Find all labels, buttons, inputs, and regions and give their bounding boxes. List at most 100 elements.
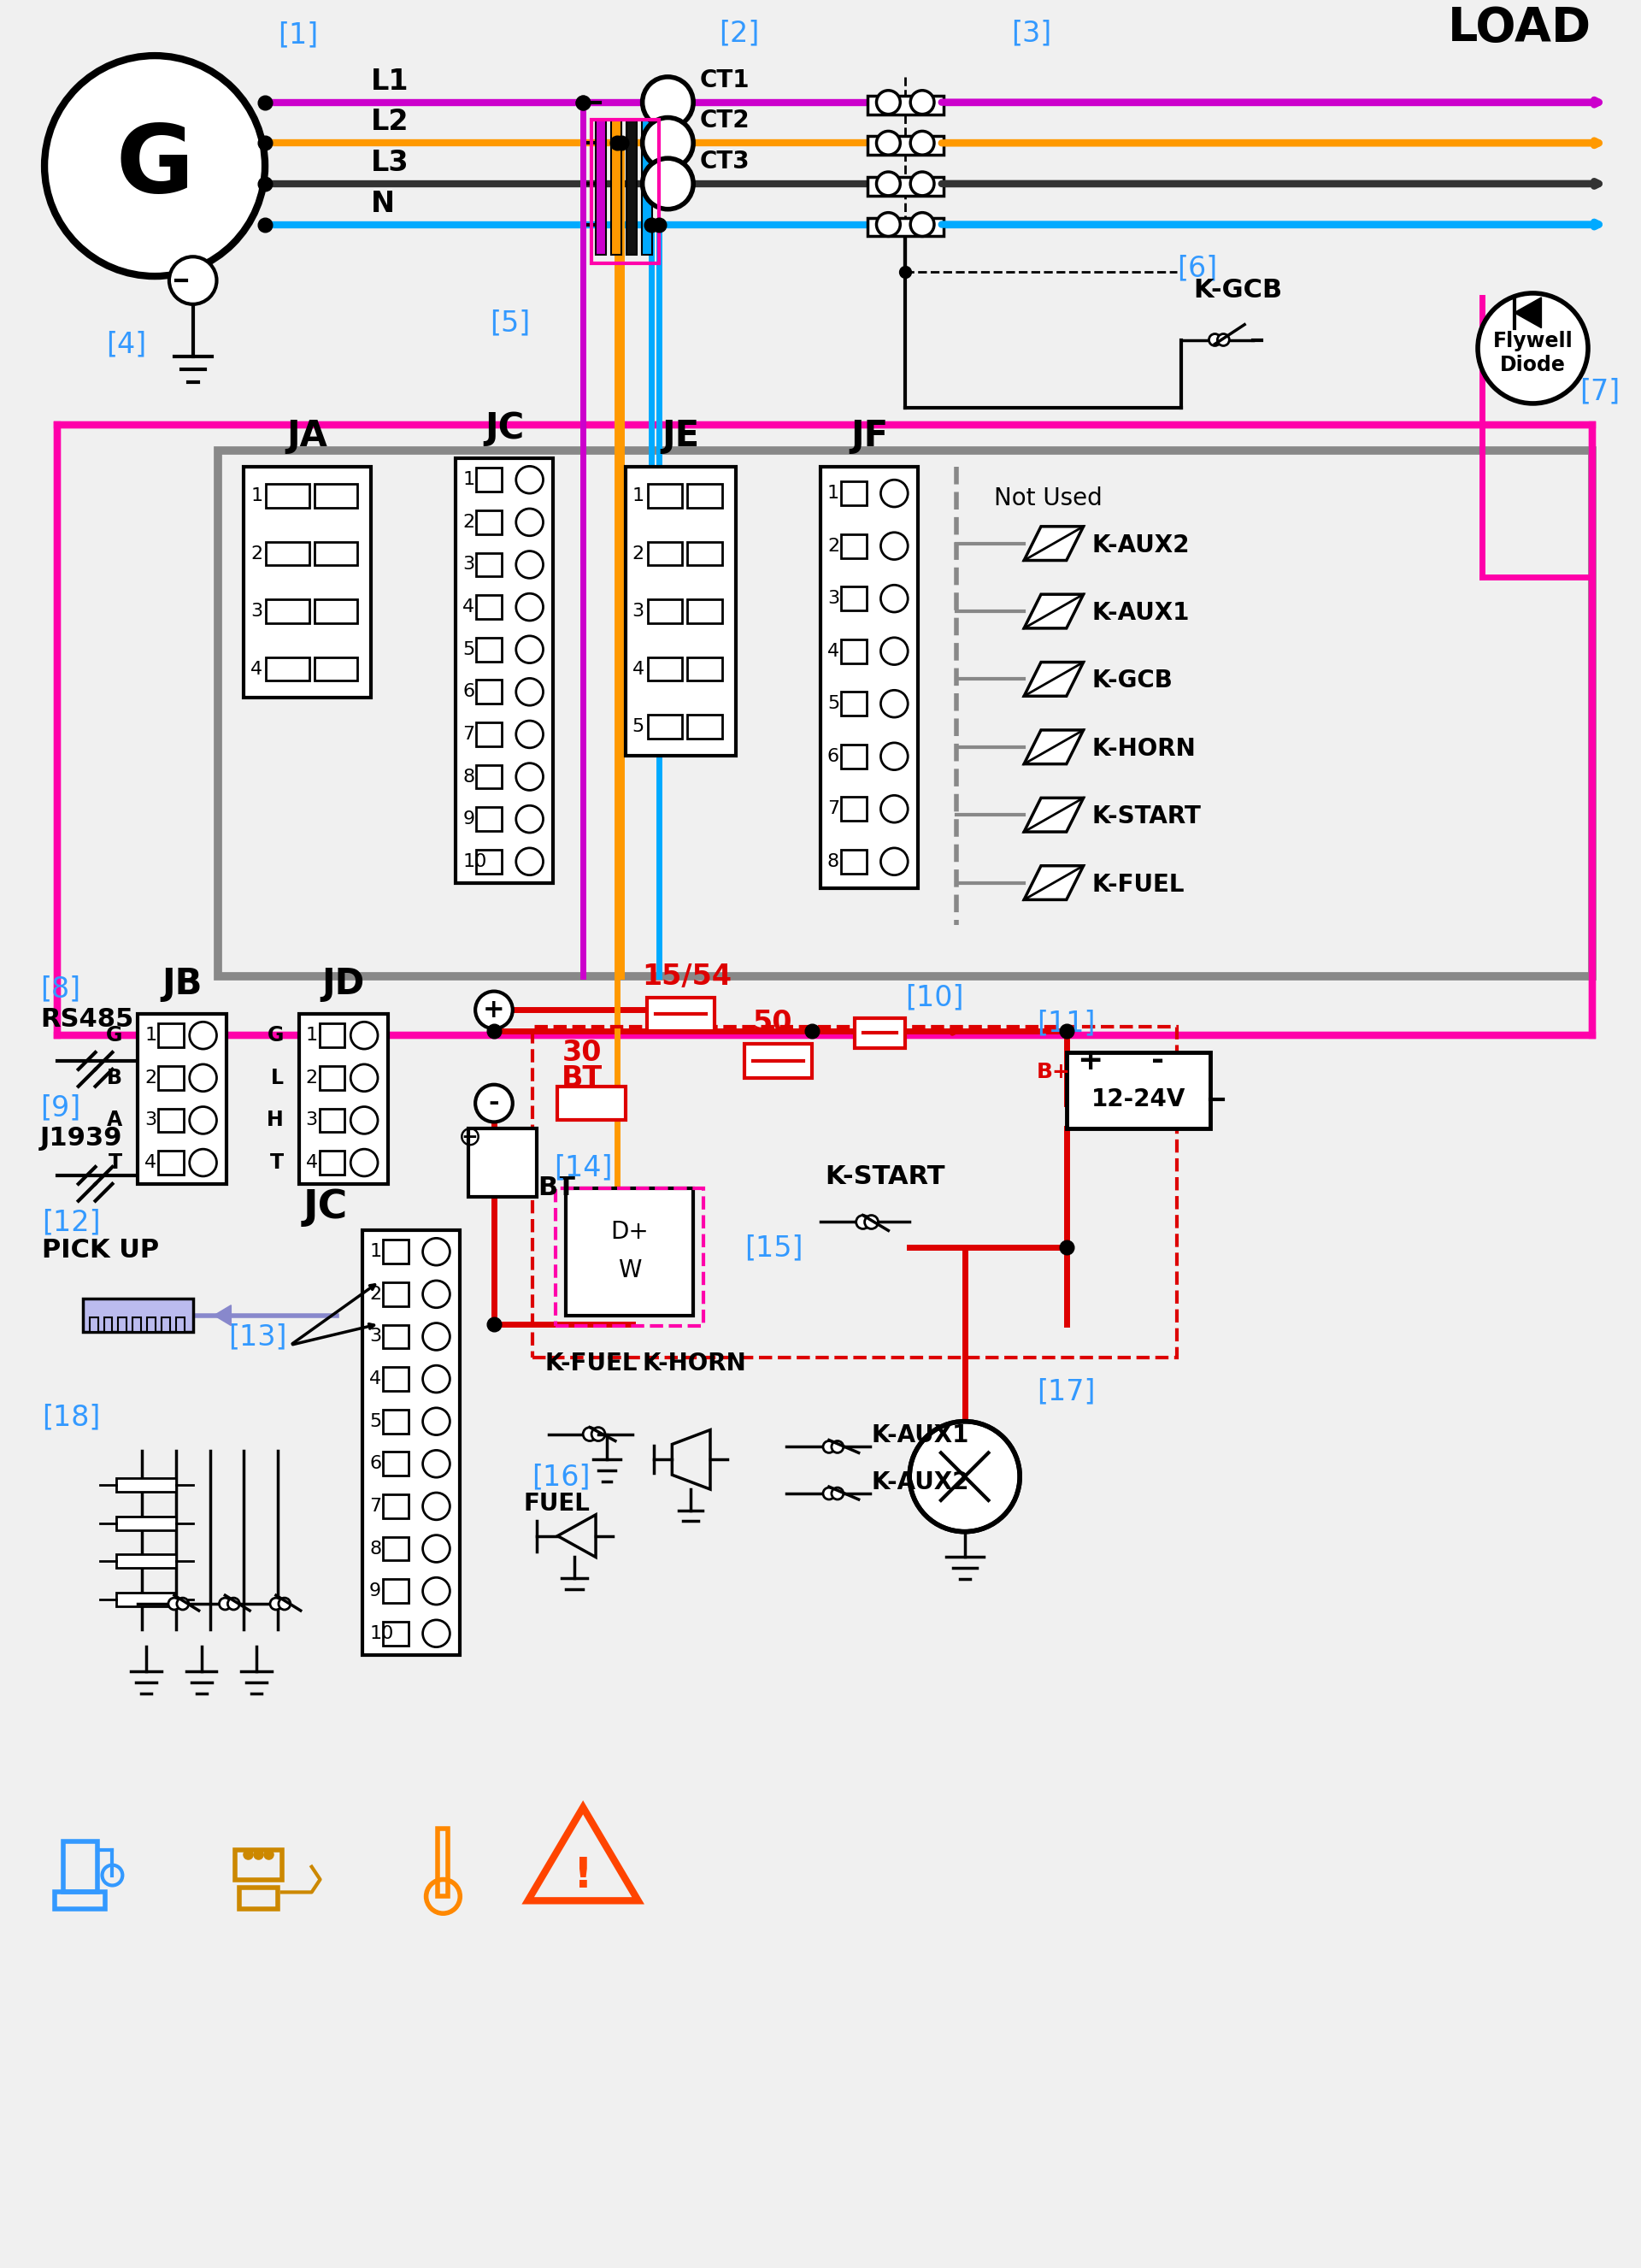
Text: 8: 8 xyxy=(827,853,839,871)
Circle shape xyxy=(228,1599,240,1610)
Text: [9]: [9] xyxy=(41,1093,80,1123)
Bar xyxy=(266,599,309,624)
Circle shape xyxy=(591,1427,606,1440)
Bar xyxy=(1067,1052,1211,1129)
Text: 1: 1 xyxy=(463,472,474,488)
Bar xyxy=(363,1232,459,1656)
Bar xyxy=(382,1495,409,1517)
Circle shape xyxy=(423,1492,450,1520)
Bar xyxy=(117,1517,176,1531)
Bar xyxy=(648,714,683,739)
Circle shape xyxy=(177,1599,189,1610)
Circle shape xyxy=(515,678,543,705)
Text: G: G xyxy=(107,1025,123,1046)
Text: +: + xyxy=(482,998,505,1023)
Text: BT: BT xyxy=(538,1175,576,1200)
Circle shape xyxy=(189,1064,217,1091)
Circle shape xyxy=(44,57,264,277)
Bar xyxy=(240,1887,277,1910)
Circle shape xyxy=(423,1535,450,1563)
Bar xyxy=(840,640,866,662)
Circle shape xyxy=(423,1408,450,1436)
Bar xyxy=(476,594,502,619)
Circle shape xyxy=(1209,333,1221,345)
Bar xyxy=(648,483,683,508)
Text: 1: 1 xyxy=(144,1027,156,1043)
Bar xyxy=(688,483,722,508)
Text: 4: 4 xyxy=(369,1370,381,1388)
Bar xyxy=(117,1592,176,1606)
Circle shape xyxy=(876,213,901,236)
Bar xyxy=(382,1325,409,1349)
Bar xyxy=(158,1023,184,1048)
Text: 7: 7 xyxy=(369,1497,381,1515)
Text: 7: 7 xyxy=(827,801,839,816)
Circle shape xyxy=(515,635,543,662)
Bar xyxy=(476,764,502,789)
Text: Not Used: Not Used xyxy=(994,485,1103,510)
Polygon shape xyxy=(1515,297,1541,329)
Bar xyxy=(476,467,502,492)
Circle shape xyxy=(351,1150,377,1177)
Text: B+: B+ xyxy=(1037,1061,1072,1082)
Bar xyxy=(245,467,371,699)
Bar xyxy=(840,481,866,506)
Text: 12-24V: 12-24V xyxy=(1091,1086,1186,1111)
Bar xyxy=(158,1109,184,1132)
Bar xyxy=(456,458,553,882)
Text: G: G xyxy=(117,120,194,211)
Text: L: L xyxy=(271,1068,284,1089)
Text: [1]: [1] xyxy=(277,20,318,50)
Text: 4: 4 xyxy=(144,1154,156,1170)
Bar xyxy=(476,723,502,746)
Bar xyxy=(476,553,502,576)
Bar xyxy=(266,542,309,565)
Bar xyxy=(382,1281,409,1306)
Circle shape xyxy=(476,991,512,1030)
Bar xyxy=(855,1018,906,1048)
Bar xyxy=(596,120,606,254)
Text: [4]: [4] xyxy=(107,331,146,358)
Bar xyxy=(627,120,637,254)
Text: K-GCB: K-GCB xyxy=(1091,669,1173,692)
Bar xyxy=(117,1479,176,1492)
Text: N: N xyxy=(371,191,395,218)
Bar xyxy=(382,1241,409,1263)
Text: 2: 2 xyxy=(144,1068,156,1086)
Text: 4: 4 xyxy=(463,599,474,615)
Text: 9: 9 xyxy=(463,810,474,828)
Bar xyxy=(320,1150,345,1175)
Text: K-AUX2: K-AUX2 xyxy=(871,1470,970,1495)
Bar xyxy=(743,1043,812,1077)
Text: 1: 1 xyxy=(369,1243,381,1261)
Circle shape xyxy=(881,533,907,560)
Bar xyxy=(532,1027,1177,1359)
Text: [14]: [14] xyxy=(555,1152,612,1182)
Circle shape xyxy=(881,481,907,508)
Circle shape xyxy=(423,1365,450,1393)
Circle shape xyxy=(881,585,907,612)
Text: CT3: CT3 xyxy=(701,150,750,175)
Text: 3: 3 xyxy=(144,1111,156,1129)
Text: 6: 6 xyxy=(369,1456,381,1472)
Circle shape xyxy=(279,1599,290,1610)
Text: [2]: [2] xyxy=(719,18,760,48)
Bar xyxy=(476,510,502,533)
Bar xyxy=(820,467,917,887)
Text: 2: 2 xyxy=(463,513,474,531)
Circle shape xyxy=(642,118,693,168)
Bar xyxy=(591,120,660,263)
Circle shape xyxy=(515,721,543,748)
Bar xyxy=(382,1538,409,1560)
Bar xyxy=(313,658,358,680)
Text: L1: L1 xyxy=(371,68,409,95)
Text: J1939: J1939 xyxy=(41,1125,123,1150)
Bar xyxy=(320,1066,345,1089)
Bar xyxy=(382,1368,409,1390)
Bar xyxy=(382,1622,409,1644)
Text: CT1: CT1 xyxy=(701,68,750,93)
Circle shape xyxy=(857,1216,870,1229)
Text: K-GCB: K-GCB xyxy=(1193,277,1283,302)
Text: [10]: [10] xyxy=(906,984,963,1012)
Bar xyxy=(476,807,502,830)
